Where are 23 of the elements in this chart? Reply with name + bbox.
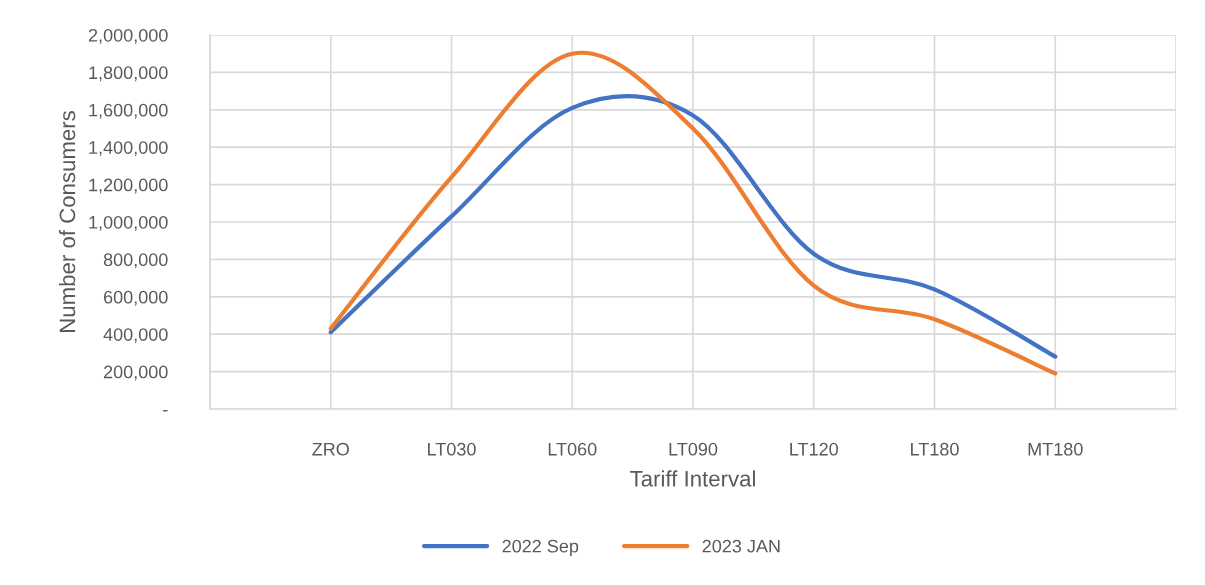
y-tick-label: 1,200,000 xyxy=(89,178,168,194)
x-axis-title: Tariff Interval xyxy=(630,470,755,487)
y-tick-label: 1,600,000 xyxy=(89,103,168,119)
y-tick-label: 600,000 xyxy=(103,290,168,306)
y-axis-title: Number of Consumers xyxy=(58,111,76,332)
y-tick-label: 1,000,000 xyxy=(89,215,168,231)
x-tick-label: LT120 xyxy=(790,442,838,456)
y-tick-label: 2,000,000 xyxy=(88,28,168,44)
y-tick-label: 1,400,000 xyxy=(89,141,168,157)
y-tick-label: 800,000 xyxy=(103,253,168,269)
legend-label: 2023 JAN xyxy=(702,539,780,553)
x-tick-label: LT090 xyxy=(669,442,718,456)
y-tick-label: 400,000 xyxy=(103,328,168,344)
line-series xyxy=(328,50,1058,376)
y-tick-label: 1,800,000 xyxy=(89,66,168,82)
x-tick-label: LT180 xyxy=(911,442,959,456)
x-tick-label: LT030 xyxy=(428,442,476,456)
x-tick-label: ZRO xyxy=(312,442,349,456)
x-tick-label: MT180 xyxy=(1028,442,1083,456)
y-tick-label: 200,000 xyxy=(103,365,168,381)
x-tick-label: LT060 xyxy=(548,442,597,456)
y-tick-label: - xyxy=(163,410,168,412)
legend-label: 2022 Sep xyxy=(502,539,579,557)
